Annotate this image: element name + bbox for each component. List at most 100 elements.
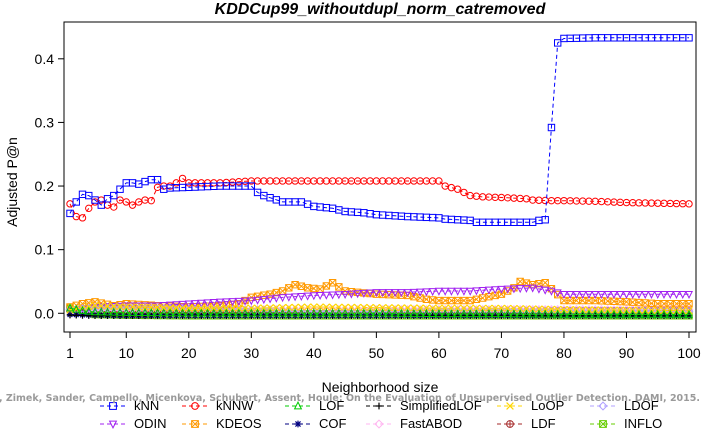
data-point xyxy=(310,303,318,311)
data-point xyxy=(266,308,275,317)
data-point xyxy=(391,289,400,298)
data-point xyxy=(85,312,92,319)
data-point xyxy=(685,200,693,208)
legend-label: LDF xyxy=(531,416,556,431)
data-point xyxy=(116,185,124,193)
data-point xyxy=(366,308,375,317)
data-point xyxy=(191,402,199,410)
data-point xyxy=(322,308,331,317)
series-line xyxy=(69,307,689,315)
data-point xyxy=(534,309,543,318)
data-point xyxy=(147,303,155,312)
data-point xyxy=(172,304,180,312)
data-point xyxy=(247,297,256,306)
x-tick-label: 10 xyxy=(118,345,134,361)
data-point xyxy=(578,309,587,318)
data-point xyxy=(253,304,262,312)
legend-item-knnw: kNNW xyxy=(182,398,254,413)
data-point xyxy=(491,286,500,295)
data-point xyxy=(247,182,256,190)
data-point xyxy=(510,304,518,313)
data-point xyxy=(478,287,487,296)
series-knn xyxy=(66,34,693,227)
data-point xyxy=(653,290,662,300)
legend-item-odin: ODIN xyxy=(100,416,167,431)
data-point xyxy=(547,305,556,313)
legend-label: kNN xyxy=(134,398,159,413)
data-point xyxy=(372,308,381,317)
x-tick-label: 90 xyxy=(619,345,635,361)
y-axis: 0.0 0.1 0.2 0.3 0.4 xyxy=(35,51,64,321)
data-point xyxy=(291,308,300,317)
data-point xyxy=(316,292,325,301)
legend-label: INFLO xyxy=(624,416,662,431)
data-point xyxy=(241,297,250,306)
data-point xyxy=(516,304,524,313)
data-point xyxy=(328,291,337,300)
data-point xyxy=(416,288,425,297)
data-point xyxy=(247,304,255,312)
x-tick-label: 60 xyxy=(431,345,447,361)
data-point xyxy=(509,285,518,294)
data-point xyxy=(485,312,493,320)
data-point xyxy=(422,308,431,317)
legend-label: LoOP xyxy=(531,398,564,413)
data-point xyxy=(616,290,625,300)
data-point xyxy=(641,290,650,300)
legend-label: FastABOD xyxy=(400,416,462,431)
data-point xyxy=(553,39,562,47)
data-point xyxy=(547,287,556,296)
data-point xyxy=(472,287,481,296)
x-tick-label: 100 xyxy=(677,345,701,361)
x-axis-label: Neighborhood size xyxy=(322,379,439,395)
data-point xyxy=(78,214,87,222)
data-point xyxy=(491,304,499,312)
data-point xyxy=(184,300,193,309)
data-point xyxy=(599,420,607,428)
data-point xyxy=(634,309,643,318)
data-point xyxy=(259,308,268,317)
data-point xyxy=(578,290,587,300)
data-point xyxy=(553,309,562,318)
data-point xyxy=(428,309,437,318)
data-point xyxy=(297,303,305,311)
data-point xyxy=(504,304,512,312)
data-point xyxy=(497,304,506,312)
legend-item-kdeos: KDEOS xyxy=(182,416,262,431)
data-point xyxy=(374,419,384,429)
data-point xyxy=(622,290,631,300)
data-point xyxy=(147,196,155,205)
data-point xyxy=(659,309,668,318)
data-point xyxy=(466,309,475,318)
y-tick-label: 0.3 xyxy=(35,114,55,130)
data-point xyxy=(128,307,137,316)
data-point xyxy=(216,304,224,312)
data-point xyxy=(72,304,81,313)
data-point xyxy=(478,309,487,318)
data-point xyxy=(528,284,537,293)
data-point xyxy=(90,303,100,313)
data-point xyxy=(397,308,406,317)
data-point xyxy=(634,290,643,300)
data-point xyxy=(197,304,205,312)
data-point xyxy=(134,307,143,316)
data-point xyxy=(291,303,299,311)
data-point xyxy=(66,311,74,319)
data-point xyxy=(135,303,143,311)
data-point xyxy=(285,284,293,292)
data-point xyxy=(66,209,74,218)
data-point xyxy=(441,309,450,318)
data-point xyxy=(616,309,625,318)
data-point xyxy=(297,308,306,317)
series-line xyxy=(69,305,689,312)
data-point xyxy=(547,123,556,132)
data-point xyxy=(428,288,437,297)
data-point xyxy=(98,312,105,320)
data-point xyxy=(222,304,230,312)
data-point xyxy=(216,308,225,317)
data-point xyxy=(297,282,306,290)
data-point xyxy=(222,308,231,317)
data-point xyxy=(178,174,187,183)
data-point xyxy=(460,188,468,197)
